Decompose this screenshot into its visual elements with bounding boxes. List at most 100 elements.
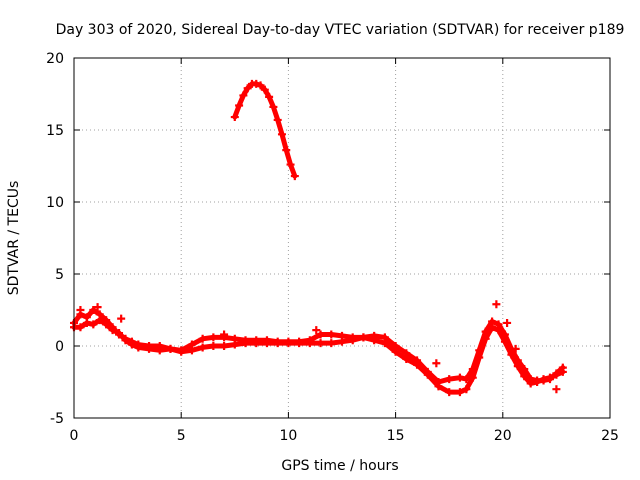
data-point (177, 347, 186, 356)
x-tick-label: 15 (387, 428, 405, 444)
data-point (455, 373, 464, 382)
data-point (434, 382, 443, 391)
x-tick-label: 25 (601, 428, 619, 444)
data-point (488, 323, 497, 332)
data-point (198, 343, 207, 352)
data-point (108, 326, 117, 335)
data-point (338, 337, 346, 346)
data-point (539, 375, 548, 384)
data-point (89, 320, 98, 329)
data-point (552, 385, 561, 394)
series-layer (70, 79, 567, 397)
y-tick-label: -5 (50, 411, 64, 427)
ticks: 0 5 10 15 20 25 -5 0 5 10 15 20 (46, 51, 619, 444)
data-point (273, 115, 282, 124)
axes (73, 57, 611, 419)
data-point (462, 385, 471, 394)
data-point (220, 342, 229, 350)
data-point (230, 113, 239, 122)
data-point (462, 375, 471, 384)
data-point (370, 336, 379, 345)
data-point (284, 339, 293, 348)
data-point (359, 333, 368, 342)
y-tick-label: 15 (46, 123, 64, 139)
y-tick-label: 20 (46, 51, 64, 67)
data-point (475, 353, 484, 362)
data-point (243, 84, 252, 93)
data-point (511, 344, 520, 353)
data-point (187, 346, 196, 355)
data-point (305, 339, 314, 348)
data-point (145, 344, 154, 353)
data-point (520, 372, 529, 381)
data-point (327, 339, 336, 348)
data-point (552, 370, 561, 379)
data-point (468, 373, 477, 382)
y-tick-label: 10 (46, 195, 64, 211)
data-point (166, 344, 175, 353)
data-point (76, 323, 85, 332)
data-point (265, 92, 274, 101)
data-point (220, 330, 229, 339)
data-point (348, 336, 357, 345)
data-point (89, 306, 98, 314)
data-point (252, 339, 261, 348)
x-axis-label: GPS time / hours (281, 458, 398, 474)
data-point (494, 326, 503, 335)
y-tick-label: 5 (55, 267, 64, 283)
data-point (503, 318, 512, 327)
data-point (241, 339, 250, 348)
data-point (492, 300, 501, 309)
data-point (545, 373, 554, 382)
grid (74, 58, 610, 418)
data-point (230, 340, 239, 349)
data-point (95, 316, 104, 325)
data-point (252, 79, 261, 88)
data-point (312, 326, 321, 335)
data-point (507, 350, 516, 359)
series-2 (70, 316, 567, 397)
data-point (282, 146, 291, 155)
data-point (295, 339, 304, 348)
data-point (134, 343, 143, 352)
data-point (269, 102, 278, 111)
data-point (117, 314, 126, 323)
data-point (413, 360, 422, 369)
data-point (209, 342, 218, 350)
data-point (102, 320, 111, 329)
data-point (558, 367, 567, 376)
data-point (445, 388, 454, 397)
x-tick-label: 10 (279, 428, 297, 444)
data-point (155, 346, 164, 355)
y-axis-label: SDTVAR / TECUs (6, 181, 22, 296)
data-point (260, 85, 269, 94)
data-point (239, 91, 248, 100)
data-point (402, 354, 411, 363)
data-point (327, 330, 336, 339)
data-point (526, 379, 535, 388)
data-point (533, 378, 542, 386)
data-point (273, 339, 282, 348)
x-tick-label: 0 (70, 428, 79, 444)
data-point (82, 318, 91, 327)
data-point (262, 339, 271, 348)
data-point (121, 336, 130, 345)
plot-border (73, 57, 611, 419)
data-point (380, 339, 389, 348)
data-point (127, 340, 136, 349)
data-point (316, 339, 325, 348)
data-point (500, 337, 509, 346)
data-point (198, 334, 207, 343)
data-point (209, 333, 218, 342)
y-tick-label: 0 (55, 339, 64, 355)
chart-title: Day 303 of 2020, Sidereal Day-to-day VTE… (56, 22, 625, 38)
data-point (93, 303, 102, 312)
data-point (115, 329, 124, 338)
data-point (290, 172, 299, 181)
data-point (286, 160, 295, 169)
data-point (316, 330, 325, 339)
data-point (445, 375, 454, 384)
data-point (277, 130, 286, 139)
data-point (455, 388, 464, 397)
